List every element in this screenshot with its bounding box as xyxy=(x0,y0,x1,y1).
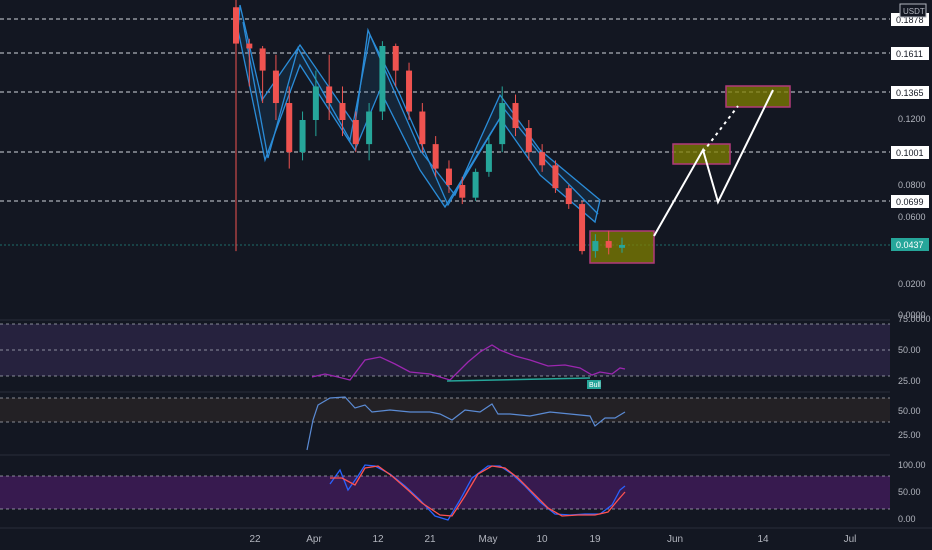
price-tick: 0.0600 xyxy=(898,212,926,222)
candle-body xyxy=(246,43,253,49)
stoch-d-line xyxy=(330,465,626,517)
candle-body xyxy=(512,103,519,129)
currency-label: USDT xyxy=(903,7,925,16)
time-axis: 22 Apr 12 21 May 10 19 Jun 14 Jul xyxy=(249,534,856,545)
rsi-pane[interactable]: Bull 75.0000 50.00 25.00 xyxy=(0,314,931,389)
candle-body xyxy=(326,86,333,104)
stoch-tick: 100.00 xyxy=(898,460,926,470)
candle-body xyxy=(619,245,625,248)
oscillator-pane[interactable]: 50.00 25.00 xyxy=(0,396,921,451)
oscillator-tick: 50.00 xyxy=(898,406,921,416)
target-zone-2 xyxy=(725,85,791,108)
time-tick: 10 xyxy=(536,534,548,545)
stoch-k-line xyxy=(329,464,626,521)
candle-body xyxy=(312,86,319,120)
candle-body xyxy=(499,103,506,145)
level-label-box xyxy=(891,146,929,159)
level-label: 0.1611 xyxy=(896,49,923,59)
candle-body xyxy=(392,46,399,71)
level-label: 0.0699 xyxy=(896,197,924,207)
candle-series xyxy=(233,0,625,258)
candle-body xyxy=(605,241,612,248)
candle-body xyxy=(592,241,599,252)
stoch-pane[interactable]: 100.00 50.00 0.00 xyxy=(0,460,926,524)
bull-badge xyxy=(587,380,601,389)
candle-body xyxy=(432,144,439,169)
level-label: 0.1365 xyxy=(896,88,924,98)
price-tick: 0.1200 xyxy=(898,114,926,124)
oscillator-line xyxy=(306,396,626,451)
time-tick: 22 xyxy=(249,534,261,545)
candle-body xyxy=(299,120,306,153)
candle-body xyxy=(539,152,546,166)
currency-tag[interactable]: USDT xyxy=(899,3,927,18)
rsi-tick: 25.00 xyxy=(898,376,921,386)
time-tick: Jun xyxy=(667,534,683,545)
time-tick: Apr xyxy=(306,534,322,545)
price-tick: 0.0800 xyxy=(898,180,926,190)
stoch-tick: 50.00 xyxy=(898,487,921,497)
level-label: 0.1878 xyxy=(896,15,924,25)
candle-body xyxy=(259,48,266,71)
candle-body xyxy=(525,128,532,153)
candle-body xyxy=(552,165,559,189)
current-price-label: 0.0437 xyxy=(896,240,924,250)
candle-body xyxy=(565,188,572,205)
horizontal-levels xyxy=(0,18,890,202)
candle-body xyxy=(339,103,346,120)
price-axis: 0.1200 0.0800 0.0600 0.0200 0.0000 xyxy=(898,114,926,320)
stoch-band xyxy=(0,476,890,509)
time-tick: 21 xyxy=(424,534,436,545)
time-tick: Jul xyxy=(844,534,857,545)
divergence-line xyxy=(446,377,591,382)
candle-body xyxy=(459,185,466,198)
candle-body xyxy=(472,171,479,198)
candle-body xyxy=(272,70,279,104)
candle-body xyxy=(352,120,359,145)
target-zones xyxy=(589,85,791,264)
level-label-box xyxy=(891,195,929,208)
time-tick: May xyxy=(479,534,498,545)
candle-body xyxy=(419,111,426,145)
candle-body xyxy=(233,7,239,44)
rsi-tick: 75.0000 xyxy=(898,314,931,324)
price-tick: 0.0200 xyxy=(898,279,926,289)
projection-path xyxy=(653,89,774,237)
time-tick: 14 xyxy=(757,534,769,545)
candle-body xyxy=(445,168,452,185)
bull-label: Bull xyxy=(589,382,601,389)
level-labels: 0.1611 0.1365 0.1001 0.0699 0.1878 0.043… xyxy=(891,13,929,251)
candle-body xyxy=(579,204,586,252)
candle-body xyxy=(366,111,373,145)
stoch-tick: 0.00 xyxy=(898,514,916,524)
candle-body xyxy=(379,46,386,112)
current-price-badge xyxy=(891,238,929,251)
candle-body xyxy=(406,70,413,112)
oscillator-tick: 25.00 xyxy=(898,430,921,440)
level-label: 0.1001 xyxy=(896,148,924,158)
rsi-line xyxy=(311,344,626,381)
oscillator-band xyxy=(0,398,890,422)
candle-body xyxy=(485,144,492,172)
candle-body xyxy=(286,103,293,153)
time-tick: 19 xyxy=(589,534,601,545)
rsi-tick: 50.00 xyxy=(898,345,921,355)
time-tick: 12 xyxy=(372,534,384,545)
price-tick: 0.0000 xyxy=(898,310,926,320)
level-label-box xyxy=(891,86,929,99)
level-label-box xyxy=(891,47,929,60)
